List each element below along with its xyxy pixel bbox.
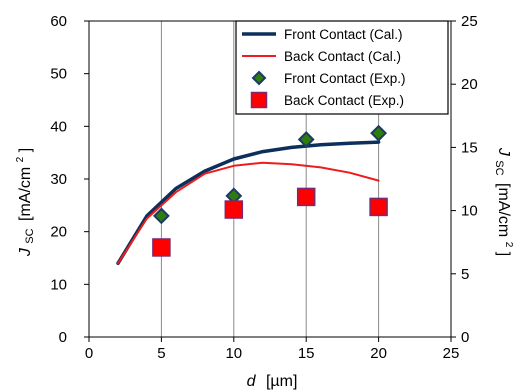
y-right-tick-label-5: 5 xyxy=(461,266,469,283)
right-y-axis-ticks: 0 5 10 15 20 25 xyxy=(451,13,478,346)
y-right-tick-label-10: 10 xyxy=(461,203,478,220)
point-front-contact-exp-20 xyxy=(370,124,388,142)
x-tick-label-15: 15 xyxy=(298,345,315,362)
point-front-contact-exp-15 xyxy=(297,131,315,148)
x-axis-ticks: 0 5 10 15 20 25 xyxy=(85,337,460,362)
x-tick-label-20: 20 xyxy=(370,345,387,362)
y-left-tick-label-50: 50 xyxy=(50,66,67,83)
legend-label-back-contact-exp: Back Contact (Exp.) xyxy=(284,93,404,108)
data-series xyxy=(116,124,388,266)
y-left-tick-label-40: 40 xyxy=(50,118,67,135)
y-left-tick-label-60: 60 xyxy=(50,13,67,30)
legend-label-back-contact-cal: Back Contact (Cal.) xyxy=(284,49,401,64)
legend-symbol-front-contact-exp xyxy=(251,70,267,86)
y-left-tick-label-30: 30 xyxy=(50,171,67,188)
x-tick-label-25: 25 xyxy=(443,345,460,362)
y-left-tick-label-0: 0 xyxy=(59,329,67,346)
y-right-tick-label-20: 20 xyxy=(461,76,478,93)
left-y-axis-ticks: 0 10 20 30 40 50 60 xyxy=(50,13,89,346)
left-y-axis-title: J SC [mA/cm 2 ] xyxy=(10,148,37,257)
y-right-tick-label-25: 25 xyxy=(461,13,478,30)
series-line-back-contact-cal xyxy=(117,161,380,265)
point-back-contact-exp-20 xyxy=(369,197,388,217)
legend: Front Contact (Cal.) Back Contact (Cal.) F… xyxy=(235,20,449,115)
point-back-contact-exp-10 xyxy=(224,200,244,219)
x-tick-label-5: 5 xyxy=(157,345,165,362)
point-back-contact-exp-5 xyxy=(152,238,171,257)
point-back-contact-exp-15 xyxy=(296,187,316,207)
series-line-front-contact-cal xyxy=(116,140,381,266)
point-front-contact-exp-5 xyxy=(152,207,170,225)
y-right-tick-label-15: 15 xyxy=(461,139,478,156)
legend-label-front-contact-cal: Front Contact (Cal.) xyxy=(284,27,403,42)
y-left-tick-label-20: 20 xyxy=(50,224,67,241)
x-tick-label-0: 0 xyxy=(85,345,93,362)
y-left-tick-label-10: 10 xyxy=(50,276,67,293)
legend-box xyxy=(235,20,449,115)
x-axis-title: d [µm] xyxy=(247,373,298,390)
legend-label-front-contact-exp: Front Contact (Exp.) xyxy=(284,71,406,86)
y-right-tick-label-0: 0 xyxy=(461,329,469,346)
right-y-axis-title: J SC [mA/cm 2 ] xyxy=(492,147,518,256)
x-tick-label-10: 10 xyxy=(225,345,242,362)
legend-symbol-back-contact-exp xyxy=(250,91,268,109)
